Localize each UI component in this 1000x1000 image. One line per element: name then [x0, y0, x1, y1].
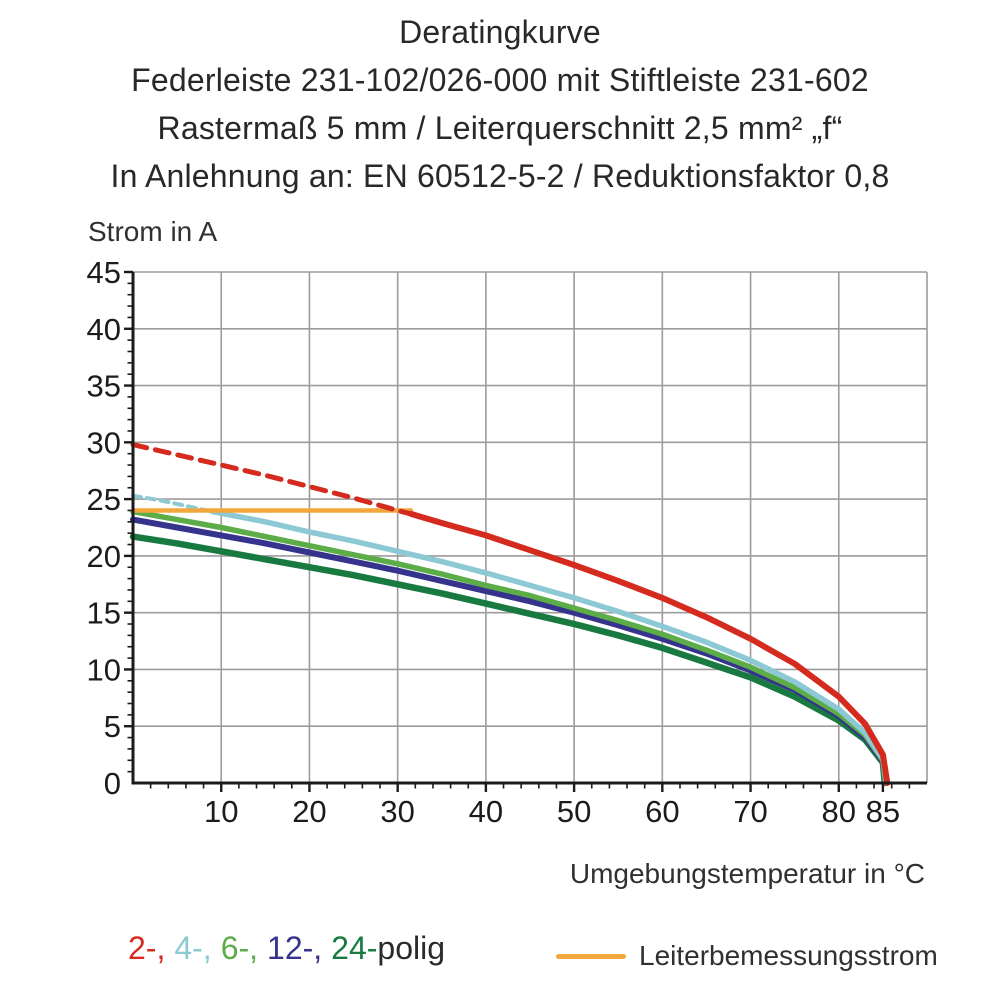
chart-title: Deratingkurve [399, 14, 601, 50]
legend-rated-current: Leiterbemessungsstrom [556, 936, 938, 976]
x-tick-label: 70 [733, 794, 767, 829]
x-tick-label: 50 [557, 794, 591, 829]
y-tick-label: 45 [87, 255, 121, 290]
x-tick-label: 20 [292, 794, 326, 829]
y-tick-label: 35 [87, 369, 121, 404]
legend-pole-counts: 2-, 4-, 6-, 12-, 24-polig [128, 930, 445, 967]
legend-pole-label: 6-, [220, 930, 259, 966]
x-tick-label: 40 [469, 794, 503, 829]
y-tick-label: 25 [87, 482, 121, 517]
legend-polig-suffix: polig [377, 930, 446, 966]
curve-2-polig-dashed [130, 442, 414, 517]
chart-subtitle-product: Federleiste 231-102/026-000 mit Stiftlei… [131, 62, 869, 98]
legend-pole-label: 4-, [174, 930, 212, 966]
x-tick-label: 80 [822, 794, 856, 829]
x-axis-title: Umgebungstemperatur in °C [569, 858, 925, 889]
y-tick-label: 40 [87, 312, 121, 347]
x-tick-label: 10 [204, 794, 238, 829]
y-axis-title: Strom in A [88, 216, 218, 247]
chart-subtitle-norm: In Anlehnung an: EN 60512-5-2 / Reduktio… [110, 158, 890, 194]
curve-4-polig [209, 508, 890, 786]
legend-pole-label: 12-, [267, 930, 323, 966]
y-tick-label: 15 [87, 596, 121, 631]
x-tick-label: 60 [645, 794, 679, 829]
y-tick-label: 30 [87, 425, 121, 460]
curve-2-polig [407, 510, 891, 786]
y-tick-label: 20 [87, 539, 121, 574]
legend-pole-label: 24- [331, 930, 378, 966]
rated-current-label: Leiterbemessungsstrom [639, 940, 938, 971]
y-tick-label: 0 [104, 766, 121, 801]
x-tick-label: 85 [866, 794, 900, 829]
y-tick-label: 10 [87, 652, 121, 687]
chart-header: Deratingkurve Federleiste 231-102/026-00… [0, 8, 1000, 200]
y-tick-label: 5 [104, 709, 121, 744]
rated-current-line-swatch [556, 953, 626, 959]
x-tick-label: 30 [380, 794, 414, 829]
curve-24-polig [129, 533, 888, 787]
chart-subtitle-spec: Rastermaß 5 mm / Leiterquerschnitt 2,5 m… [157, 110, 843, 146]
legend-pole-label: 2-, [128, 930, 166, 966]
curve-6-polig [130, 508, 889, 786]
curve-4-polig-dashed [131, 493, 215, 514]
